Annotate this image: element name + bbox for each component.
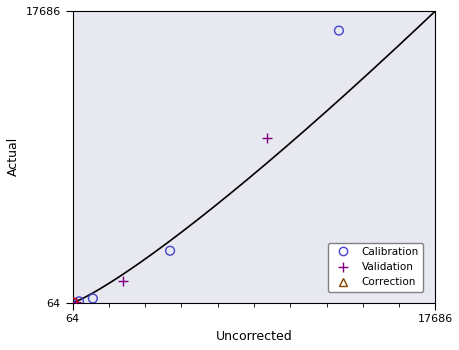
- Point: [263, 135, 270, 141]
- Legend: Calibration, Validation, Correction: Calibration, Validation, Correction: [328, 243, 422, 292]
- Point: [89, 296, 96, 301]
- X-axis label: Uncorrected: Uncorrected: [215, 330, 292, 343]
- Point: [70, 300, 77, 306]
- Point: [166, 248, 174, 253]
- Point: [70, 300, 77, 306]
- Point: [335, 28, 342, 33]
- Y-axis label: Actual: Actual: [7, 137, 20, 176]
- Point: [75, 299, 83, 304]
- Point: [73, 299, 80, 304]
- Point: [119, 278, 126, 284]
